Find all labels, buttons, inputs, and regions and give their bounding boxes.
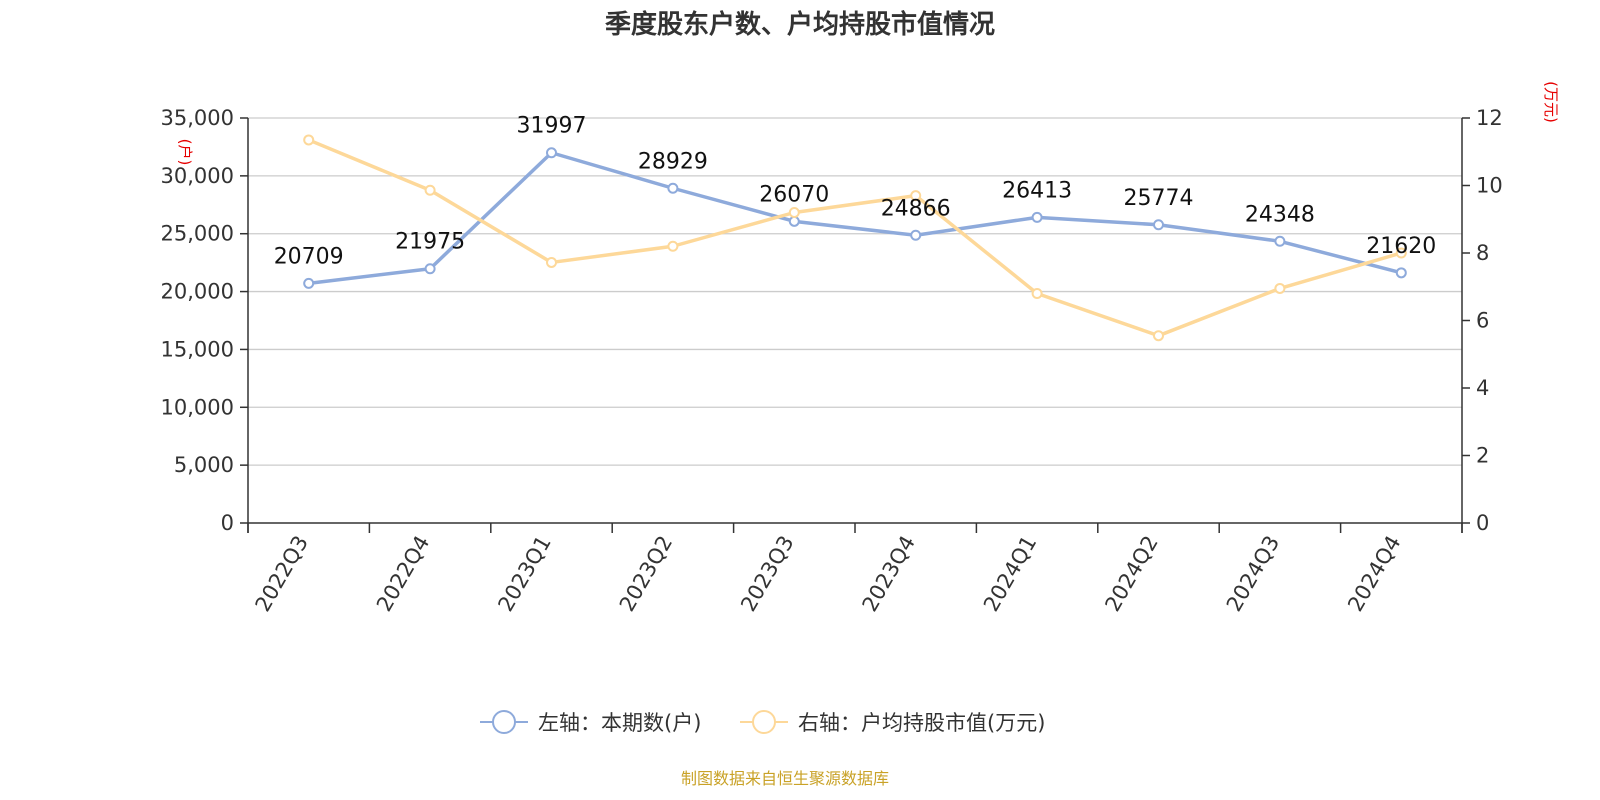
left-axis-tick-label: 10,000 xyxy=(161,395,234,419)
data-point xyxy=(303,277,315,289)
x-axis-tick-label: 2022Q3 xyxy=(251,532,313,616)
chart-title: 季度股东户数、户均持股市值情况 xyxy=(605,9,995,40)
data-label: 26413 xyxy=(1002,178,1072,203)
x-axis-tick-label: 2023Q4 xyxy=(858,532,920,616)
right-axis-tick-label: 6 xyxy=(1476,309,1489,333)
legend: 左轴：本期数(户) 右轴：户均持股市值(万元) xyxy=(480,710,1045,735)
legend-swatch-marker xyxy=(752,710,776,734)
data-point xyxy=(1031,288,1043,299)
data-point xyxy=(1153,330,1164,342)
data-point xyxy=(788,215,800,227)
data-point xyxy=(1274,235,1286,247)
series-line xyxy=(308,138,1402,338)
legend-item-left[interactable]: 左轴：本期数(户) xyxy=(480,710,701,735)
x-axis-tick-label: 2023Q3 xyxy=(736,532,798,616)
data-label: 20709 xyxy=(274,244,344,269)
data-point xyxy=(667,182,679,194)
x-axis-tick-label: 2024Q2 xyxy=(1100,532,1162,616)
data-point xyxy=(303,134,315,146)
data-point xyxy=(1395,267,1407,279)
right-axis-tick-label: 0 xyxy=(1476,511,1489,535)
left-axis-tick-label: 25,000 xyxy=(161,222,234,246)
x-axis-tick-label: 2024Q1 xyxy=(979,532,1041,616)
x-axis-tick-label: 2022Q4 xyxy=(372,532,434,616)
data-point xyxy=(546,256,557,268)
x-axis-tick-label: 2024Q4 xyxy=(1343,532,1405,616)
grid-layer xyxy=(248,117,1462,466)
axis-layer: 0 5,000 10,000 15,000 20,000 25,000 30,000 35,0… xyxy=(161,106,1503,616)
left-axis-tick-label: 30,000 xyxy=(161,164,234,188)
data-point xyxy=(1031,211,1043,223)
right-axis-tick-label: 8 xyxy=(1476,241,1489,265)
data-point xyxy=(910,190,922,202)
data-point xyxy=(424,263,436,275)
data-label: 25774 xyxy=(1124,186,1194,211)
data-label: 28929 xyxy=(638,149,708,174)
data-label: 21620 xyxy=(1366,234,1436,259)
right-axis-tick-label: 12 xyxy=(1476,106,1503,130)
data-point xyxy=(1153,219,1164,231)
data-point xyxy=(424,184,436,196)
right-axis-unit: (万元) xyxy=(1542,81,1560,123)
source-note: 制图数据来自恒生聚源数据库 xyxy=(681,769,889,788)
data-label: 21975 xyxy=(395,230,465,255)
left-axis-tick-label: 15,000 xyxy=(161,337,234,361)
data-label: 31997 xyxy=(517,114,587,139)
x-axis-tick-label: 2023Q1 xyxy=(493,532,555,616)
left-axis-tick-label: 0 xyxy=(221,511,234,535)
data-point xyxy=(910,229,922,241)
left-axis-unit: (户) xyxy=(176,139,194,166)
left-axis-tick-label: 20,000 xyxy=(161,280,234,304)
legend-label: 左轴：本期数(户) xyxy=(538,711,701,735)
left-axis-tick-label: 5,000 xyxy=(174,453,234,477)
series-layer xyxy=(303,134,1407,342)
legend-swatch-marker xyxy=(492,710,516,734)
x-axis-tick-label: 2023Q2 xyxy=(615,532,677,616)
right-axis-tick-label: 2 xyxy=(1476,444,1489,468)
right-axis-tick-label: 4 xyxy=(1476,376,1489,400)
legend-item-right[interactable]: 右轴：户均持股市值(万元) xyxy=(740,710,1045,735)
legend-label: 右轴：户均持股市值(万元) xyxy=(798,711,1045,735)
data-point xyxy=(1395,247,1407,259)
right-axis-tick-label: 10 xyxy=(1476,174,1503,198)
data-label: 26070 xyxy=(759,182,829,207)
data-label: 24866 xyxy=(881,196,951,221)
data-point xyxy=(1274,282,1286,294)
data-point xyxy=(667,240,679,252)
data-label: 24348 xyxy=(1245,202,1315,227)
left-axis-tick-label: 35,000 xyxy=(161,106,234,130)
x-axis-tick-label: 2024Q3 xyxy=(1222,532,1284,616)
data-point xyxy=(546,147,557,159)
series-line xyxy=(308,150,1402,286)
data-point xyxy=(788,207,800,218)
label-layer: 20709 21975 31997 28929 26070 24866 26413 25774… xyxy=(274,114,1437,270)
